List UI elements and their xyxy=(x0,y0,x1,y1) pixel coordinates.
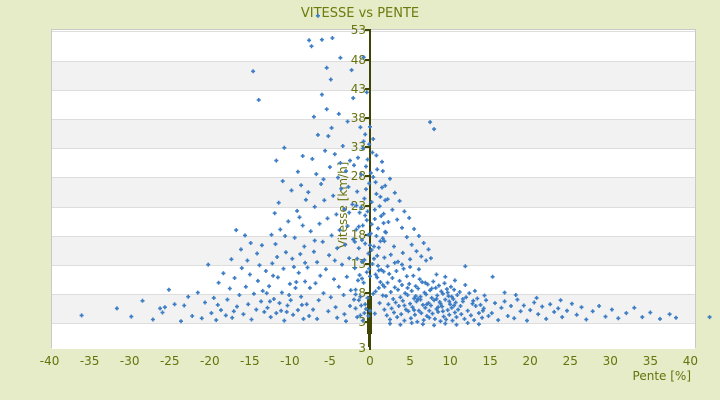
y-axis-end-label: 3 xyxy=(358,341,366,355)
plot-band xyxy=(52,265,695,295)
x-tick-label: -15 xyxy=(240,354,260,368)
horizontal-gridline xyxy=(52,206,695,208)
x-tick-label: 0 xyxy=(366,354,374,368)
x-tick-label: 40 xyxy=(682,354,699,368)
x-tick-label: -40 xyxy=(39,354,60,368)
axis-dense-point-bar xyxy=(367,296,372,334)
x-tick-label: -5 xyxy=(323,354,336,368)
plot-area xyxy=(51,29,696,349)
y-tick-label: 8 xyxy=(358,286,366,301)
horizontal-gridline xyxy=(52,323,695,325)
horizontal-gridline xyxy=(52,60,695,62)
plot-band xyxy=(52,89,695,119)
y-tick-label: 43 xyxy=(350,81,366,96)
x-tick-label: -20 xyxy=(199,354,220,368)
horizontal-gridline xyxy=(52,177,695,179)
plot-band xyxy=(52,206,695,236)
axis-dense-point-bar-low xyxy=(368,334,371,347)
y-axis-tick-mark xyxy=(365,263,371,265)
x-tick-label: -30 xyxy=(119,354,140,368)
plot-band xyxy=(52,235,695,265)
y-tick-label: 48 xyxy=(350,52,366,67)
y-axis-tick-mark xyxy=(365,204,371,207)
y-tick-label: 3 xyxy=(358,315,366,330)
x-tick-label: 5 xyxy=(406,354,414,368)
y-axis-tick-mark xyxy=(365,175,371,178)
x-tick-label: 25 xyxy=(562,354,578,368)
x-tick-label: -10 xyxy=(280,354,300,368)
y-axis-tick-mark xyxy=(365,87,371,90)
y-axis-tick-mark xyxy=(365,292,371,295)
y-axis-tick-mark xyxy=(365,146,371,149)
horizontal-gridline xyxy=(52,89,695,91)
plot-band xyxy=(52,31,695,61)
chart-title: VITESSE vs PENTE xyxy=(300,6,420,21)
y-axis-tick-mark xyxy=(365,117,371,119)
x-tick-label: 20 xyxy=(522,354,538,368)
y-axis-tick-mark xyxy=(365,58,371,61)
plot-band xyxy=(52,323,695,349)
horizontal-gridline xyxy=(52,119,695,120)
y-tick-label: 38 xyxy=(350,111,366,125)
x-axis-title: Pente [%] xyxy=(632,369,691,383)
horizontal-gridline xyxy=(52,31,695,33)
plot-band xyxy=(52,177,695,207)
x-tick-label: 10 xyxy=(442,354,458,368)
horizontal-gridline xyxy=(52,265,695,266)
x-tick-label: 35 xyxy=(642,354,658,368)
y-axis-tick-mark xyxy=(365,29,371,32)
plot-band xyxy=(52,60,695,90)
horizontal-gridline xyxy=(52,294,695,296)
x-tick-label: -25 xyxy=(159,354,180,368)
plot-band xyxy=(52,119,695,149)
horizontal-gridline xyxy=(52,235,695,237)
y-tick-label: 53 xyxy=(350,23,366,38)
x-tick-label: -35 xyxy=(79,354,100,368)
y-axis-tick-mark xyxy=(365,233,371,236)
x-tick-label: 15 xyxy=(482,354,498,368)
x-tick-label: 30 xyxy=(602,354,618,368)
plot-band xyxy=(52,148,695,178)
plot-band xyxy=(52,294,695,324)
horizontal-gridline xyxy=(52,148,695,150)
y-axis-title: Vitesse [km/h] xyxy=(336,161,350,249)
